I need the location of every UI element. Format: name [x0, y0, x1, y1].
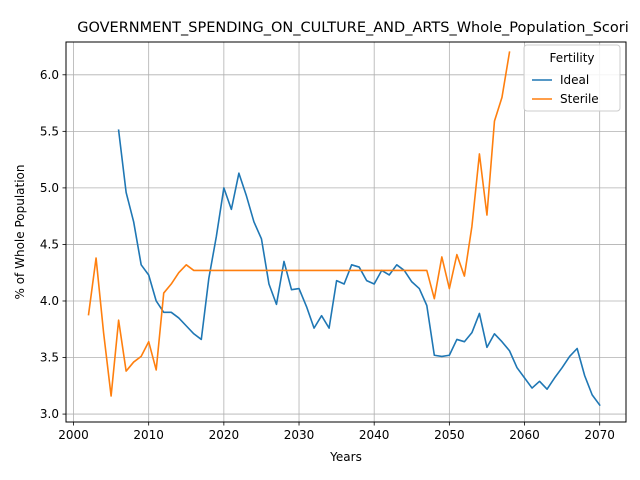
x-tick-label: 2040	[359, 428, 390, 442]
x-tick-label: 2020	[209, 428, 240, 442]
y-axis-label: % of Whole Population	[13, 165, 27, 300]
axis-ticks: 2000 2010 2020 2030 2040 2050 2060 2070 3.0 3.5 4.…	[40, 68, 615, 442]
x-tick-label: 2030	[284, 428, 315, 442]
x-tick-label: 2010	[133, 428, 164, 442]
legend-label-sterile: Sterile	[560, 92, 599, 106]
legend-box	[523, 44, 621, 112]
x-tick-label: 2000	[58, 428, 89, 442]
y-tick-label: 5.5	[40, 124, 59, 138]
y-tick-label: 6.0	[40, 68, 59, 82]
x-tick-label: 2070	[584, 428, 615, 442]
series-line-ideal	[117, 129, 601, 407]
x-tick-label: 2050	[434, 428, 465, 442]
y-tick-label: 5.0	[40, 181, 59, 195]
y-tick-label: 4.5	[40, 237, 59, 251]
chart-title: GOVERNMENT_SPENDING_ON_CULTURE_AND_ARTS_…	[77, 20, 629, 36]
x-axis-label: Years	[329, 450, 362, 464]
plot-frame	[65, 41, 627, 423]
y-tick-label: 3.5	[40, 351, 59, 365]
legend: Fertility Ideal Sterile	[523, 44, 621, 112]
x-tick-label: 2060	[509, 428, 540, 442]
y-tick-label: 3.0	[40, 407, 59, 421]
legend-label-ideal: Ideal	[560, 73, 589, 87]
y-tick-label: 4.0	[40, 294, 59, 308]
series-line-sterile	[87, 51, 511, 397]
legend-title: Fertility	[549, 51, 594, 65]
series-lines	[87, 51, 601, 407]
